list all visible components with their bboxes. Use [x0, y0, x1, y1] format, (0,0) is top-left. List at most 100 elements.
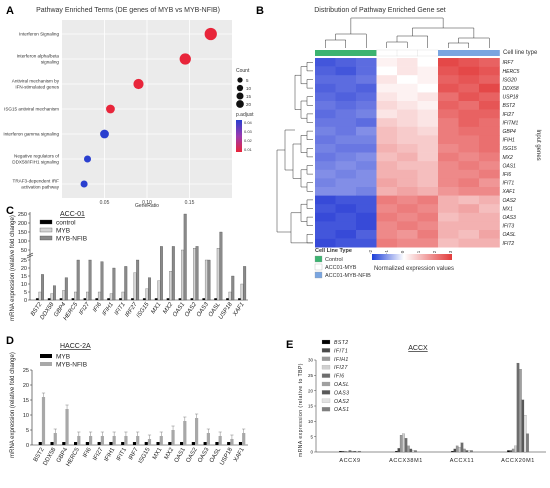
panel-c-bar [109, 293, 113, 301]
panel-c-y-tick-label: 150 [18, 230, 27, 236]
column-annotation-cell [356, 50, 377, 56]
heatmap-cell [417, 238, 439, 248]
heatmap-cell [315, 238, 336, 248]
panel-a-point [204, 27, 217, 41]
panel-d-bar [218, 436, 222, 445]
heatmap-cell [438, 109, 459, 119]
heatmap-row-label: USP18 [503, 95, 519, 101]
panel-a-size-legend-label: 10 [246, 86, 252, 91]
panel-e-legend-label: IFI27 [334, 365, 349, 371]
panel-e-title: ACCX [408, 345, 428, 352]
heatmap-cell [376, 135, 398, 145]
panel-c-bar [231, 275, 235, 301]
panel-c-bar [142, 298, 146, 301]
heatmap-cell [458, 161, 480, 171]
heatmap-cell [417, 126, 439, 136]
heatmap-row-label: OASL [503, 232, 517, 238]
heatmap-cell [458, 152, 480, 162]
panel-e-bar [523, 415, 527, 453]
heatmap-row-label: IFI27 [503, 112, 515, 118]
panel-b-title: Distribution of Pathway Enriched Gene se… [314, 7, 446, 14]
heatmap-cell [356, 204, 377, 214]
panel-a-x-tick-label: 0.10 [142, 200, 152, 206]
panel-d-y-axis-label: mRNA expression (relative fold change) [10, 352, 16, 458]
heatmap-cell [417, 169, 439, 179]
heatmap-row-label: OAS3 [503, 215, 517, 221]
panel-d-bar [159, 436, 163, 445]
panel-c-axis-break [26, 254, 34, 259]
heatmap-cell [315, 66, 336, 76]
panel-b-legend-label: Control [325, 257, 343, 263]
panel-c-y-tick-label: 0 [24, 298, 27, 304]
panel-c-y-tick-label: 15 [21, 274, 27, 280]
panel-c-bar [226, 298, 229, 301]
panel-e-bar [404, 438, 408, 453]
panel-e-bar [509, 450, 513, 453]
heatmap-cell [438, 238, 459, 248]
panel-d-y-tick-label: 25 [23, 368, 29, 374]
heatmap-cell [458, 58, 480, 67]
panel-c-bar [145, 288, 149, 301]
panel-label-c: C [6, 205, 14, 217]
panel-a-title: Pathway Enriched Terms (DE genes of MYB … [36, 7, 220, 14]
panel-c-bar [195, 246, 199, 301]
column-annotation-cell [376, 49, 398, 57]
panel-d-bar [206, 433, 210, 445]
dendrogram-branch [386, 41, 408, 48]
heatmap-cell [376, 161, 398, 171]
panel-c-bar [95, 298, 99, 301]
panel-label-b: B [256, 5, 264, 17]
heatmap-cell [315, 58, 336, 67]
panel-c-bar [169, 271, 173, 301]
panel-a-size-legend-label: 5 [246, 78, 249, 83]
panel-a-size-legend-label: 15 [246, 94, 252, 99]
panel-a-term-label: Antiviral mechanism by IFN-stimulated gen… [12, 79, 60, 90]
panel-e-legend-swatch [321, 381, 331, 387]
heatmap-cell [376, 118, 398, 128]
heatmap-cell [356, 161, 377, 171]
dendrogram-branch [325, 39, 346, 48]
heatmap-cell [356, 135, 377, 145]
heatmap-cell [397, 109, 418, 119]
heatmap-cell [376, 212, 398, 222]
panel-c-legend-swatch [39, 219, 53, 225]
heatmap-cell [458, 169, 480, 179]
panel-d-x-tick-label: IFIT1 [116, 446, 129, 462]
column-annotation-cell [315, 50, 336, 56]
panel-d-bar [77, 436, 81, 445]
heatmap-cell [335, 238, 357, 248]
heatmap-cell [315, 144, 336, 153]
panel-c-x-tick-label: IFI27 [78, 301, 91, 316]
panel-c-bar [207, 259, 211, 301]
panel-a-term-label: ISG15 antiviral mechanism [4, 107, 59, 112]
panel-c-bar [204, 259, 208, 301]
panel-e-bar [455, 445, 459, 453]
panel-e-bar [409, 448, 413, 453]
column-annotation-cell [479, 50, 500, 56]
panel-c-axis-break [26, 252, 34, 257]
heatmap-row-label: IFIT1 [503, 181, 515, 187]
heatmap-cell [417, 83, 439, 93]
heatmap-cell [438, 178, 459, 188]
panel-e-y-tick-label: 20 [308, 388, 314, 393]
dendrogram-branch [300, 169, 307, 188]
panel-e-bar [339, 450, 342, 453]
panel-d-bar [215, 442, 219, 445]
heatmap-cell [397, 161, 418, 171]
heatmap-cell [438, 75, 459, 85]
heatmap-cell [458, 212, 480, 222]
panel-e-y-tick-label: 25 [308, 373, 314, 378]
heatmap-cell [397, 118, 418, 128]
heatmap-cell [479, 101, 500, 110]
heatmap-cell [438, 212, 459, 222]
heatmap-cell [315, 178, 336, 188]
dendrogram-branch [306, 130, 313, 140]
panel-c-y-tick-label: 250 [18, 212, 27, 218]
heatmap-cell [356, 169, 377, 179]
heatmap-cell [376, 66, 398, 76]
panel-e-bar [521, 399, 525, 453]
panel-c-bar [62, 290, 66, 301]
panel-d-bar [171, 430, 175, 445]
heatmap-row-label: OAS2 [503, 198, 517, 204]
heatmap-cell [438, 126, 459, 136]
